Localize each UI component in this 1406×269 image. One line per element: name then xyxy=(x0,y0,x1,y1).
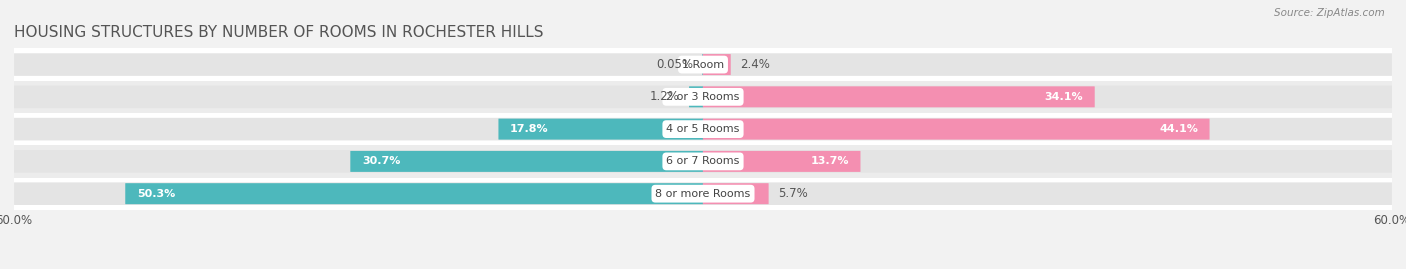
FancyBboxPatch shape xyxy=(125,183,703,204)
FancyBboxPatch shape xyxy=(499,119,703,140)
FancyBboxPatch shape xyxy=(350,151,703,172)
Text: 1.2%: 1.2% xyxy=(650,90,681,103)
FancyBboxPatch shape xyxy=(14,178,1392,210)
FancyBboxPatch shape xyxy=(14,48,1392,81)
FancyBboxPatch shape xyxy=(14,182,703,205)
Text: 1 Room: 1 Room xyxy=(682,59,724,70)
FancyBboxPatch shape xyxy=(703,54,731,75)
Text: 4 or 5 Rooms: 4 or 5 Rooms xyxy=(666,124,740,134)
FancyBboxPatch shape xyxy=(689,86,703,107)
FancyBboxPatch shape xyxy=(703,183,769,204)
Text: 8 or more Rooms: 8 or more Rooms xyxy=(655,189,751,199)
Text: 6 or 7 Rooms: 6 or 7 Rooms xyxy=(666,156,740,167)
FancyBboxPatch shape xyxy=(703,119,1209,140)
FancyBboxPatch shape xyxy=(703,151,860,172)
Text: 17.8%: 17.8% xyxy=(510,124,548,134)
Text: Source: ZipAtlas.com: Source: ZipAtlas.com xyxy=(1274,8,1385,18)
Text: 34.1%: 34.1% xyxy=(1045,92,1083,102)
FancyBboxPatch shape xyxy=(14,113,1392,145)
FancyBboxPatch shape xyxy=(703,118,1392,140)
FancyBboxPatch shape xyxy=(14,150,703,173)
FancyBboxPatch shape xyxy=(14,145,1392,178)
FancyBboxPatch shape xyxy=(703,86,1095,107)
Text: 0.05%: 0.05% xyxy=(657,58,693,71)
Text: 2 or 3 Rooms: 2 or 3 Rooms xyxy=(666,92,740,102)
Text: 30.7%: 30.7% xyxy=(361,156,401,167)
FancyBboxPatch shape xyxy=(703,86,1392,108)
FancyBboxPatch shape xyxy=(14,86,703,108)
FancyBboxPatch shape xyxy=(14,53,703,76)
FancyBboxPatch shape xyxy=(703,53,1392,76)
FancyBboxPatch shape xyxy=(14,81,1392,113)
Legend: Owner-occupied, Renter-occupied: Owner-occupied, Renter-occupied xyxy=(572,266,834,269)
FancyBboxPatch shape xyxy=(14,118,703,140)
FancyBboxPatch shape xyxy=(703,150,1392,173)
Text: 13.7%: 13.7% xyxy=(810,156,849,167)
Text: 2.4%: 2.4% xyxy=(740,58,769,71)
Text: 44.1%: 44.1% xyxy=(1159,124,1198,134)
FancyBboxPatch shape xyxy=(703,182,1392,205)
Text: HOUSING STRUCTURES BY NUMBER OF ROOMS IN ROCHESTER HILLS: HOUSING STRUCTURES BY NUMBER OF ROOMS IN… xyxy=(14,25,544,40)
Text: 50.3%: 50.3% xyxy=(136,189,176,199)
Text: 5.7%: 5.7% xyxy=(778,187,807,200)
